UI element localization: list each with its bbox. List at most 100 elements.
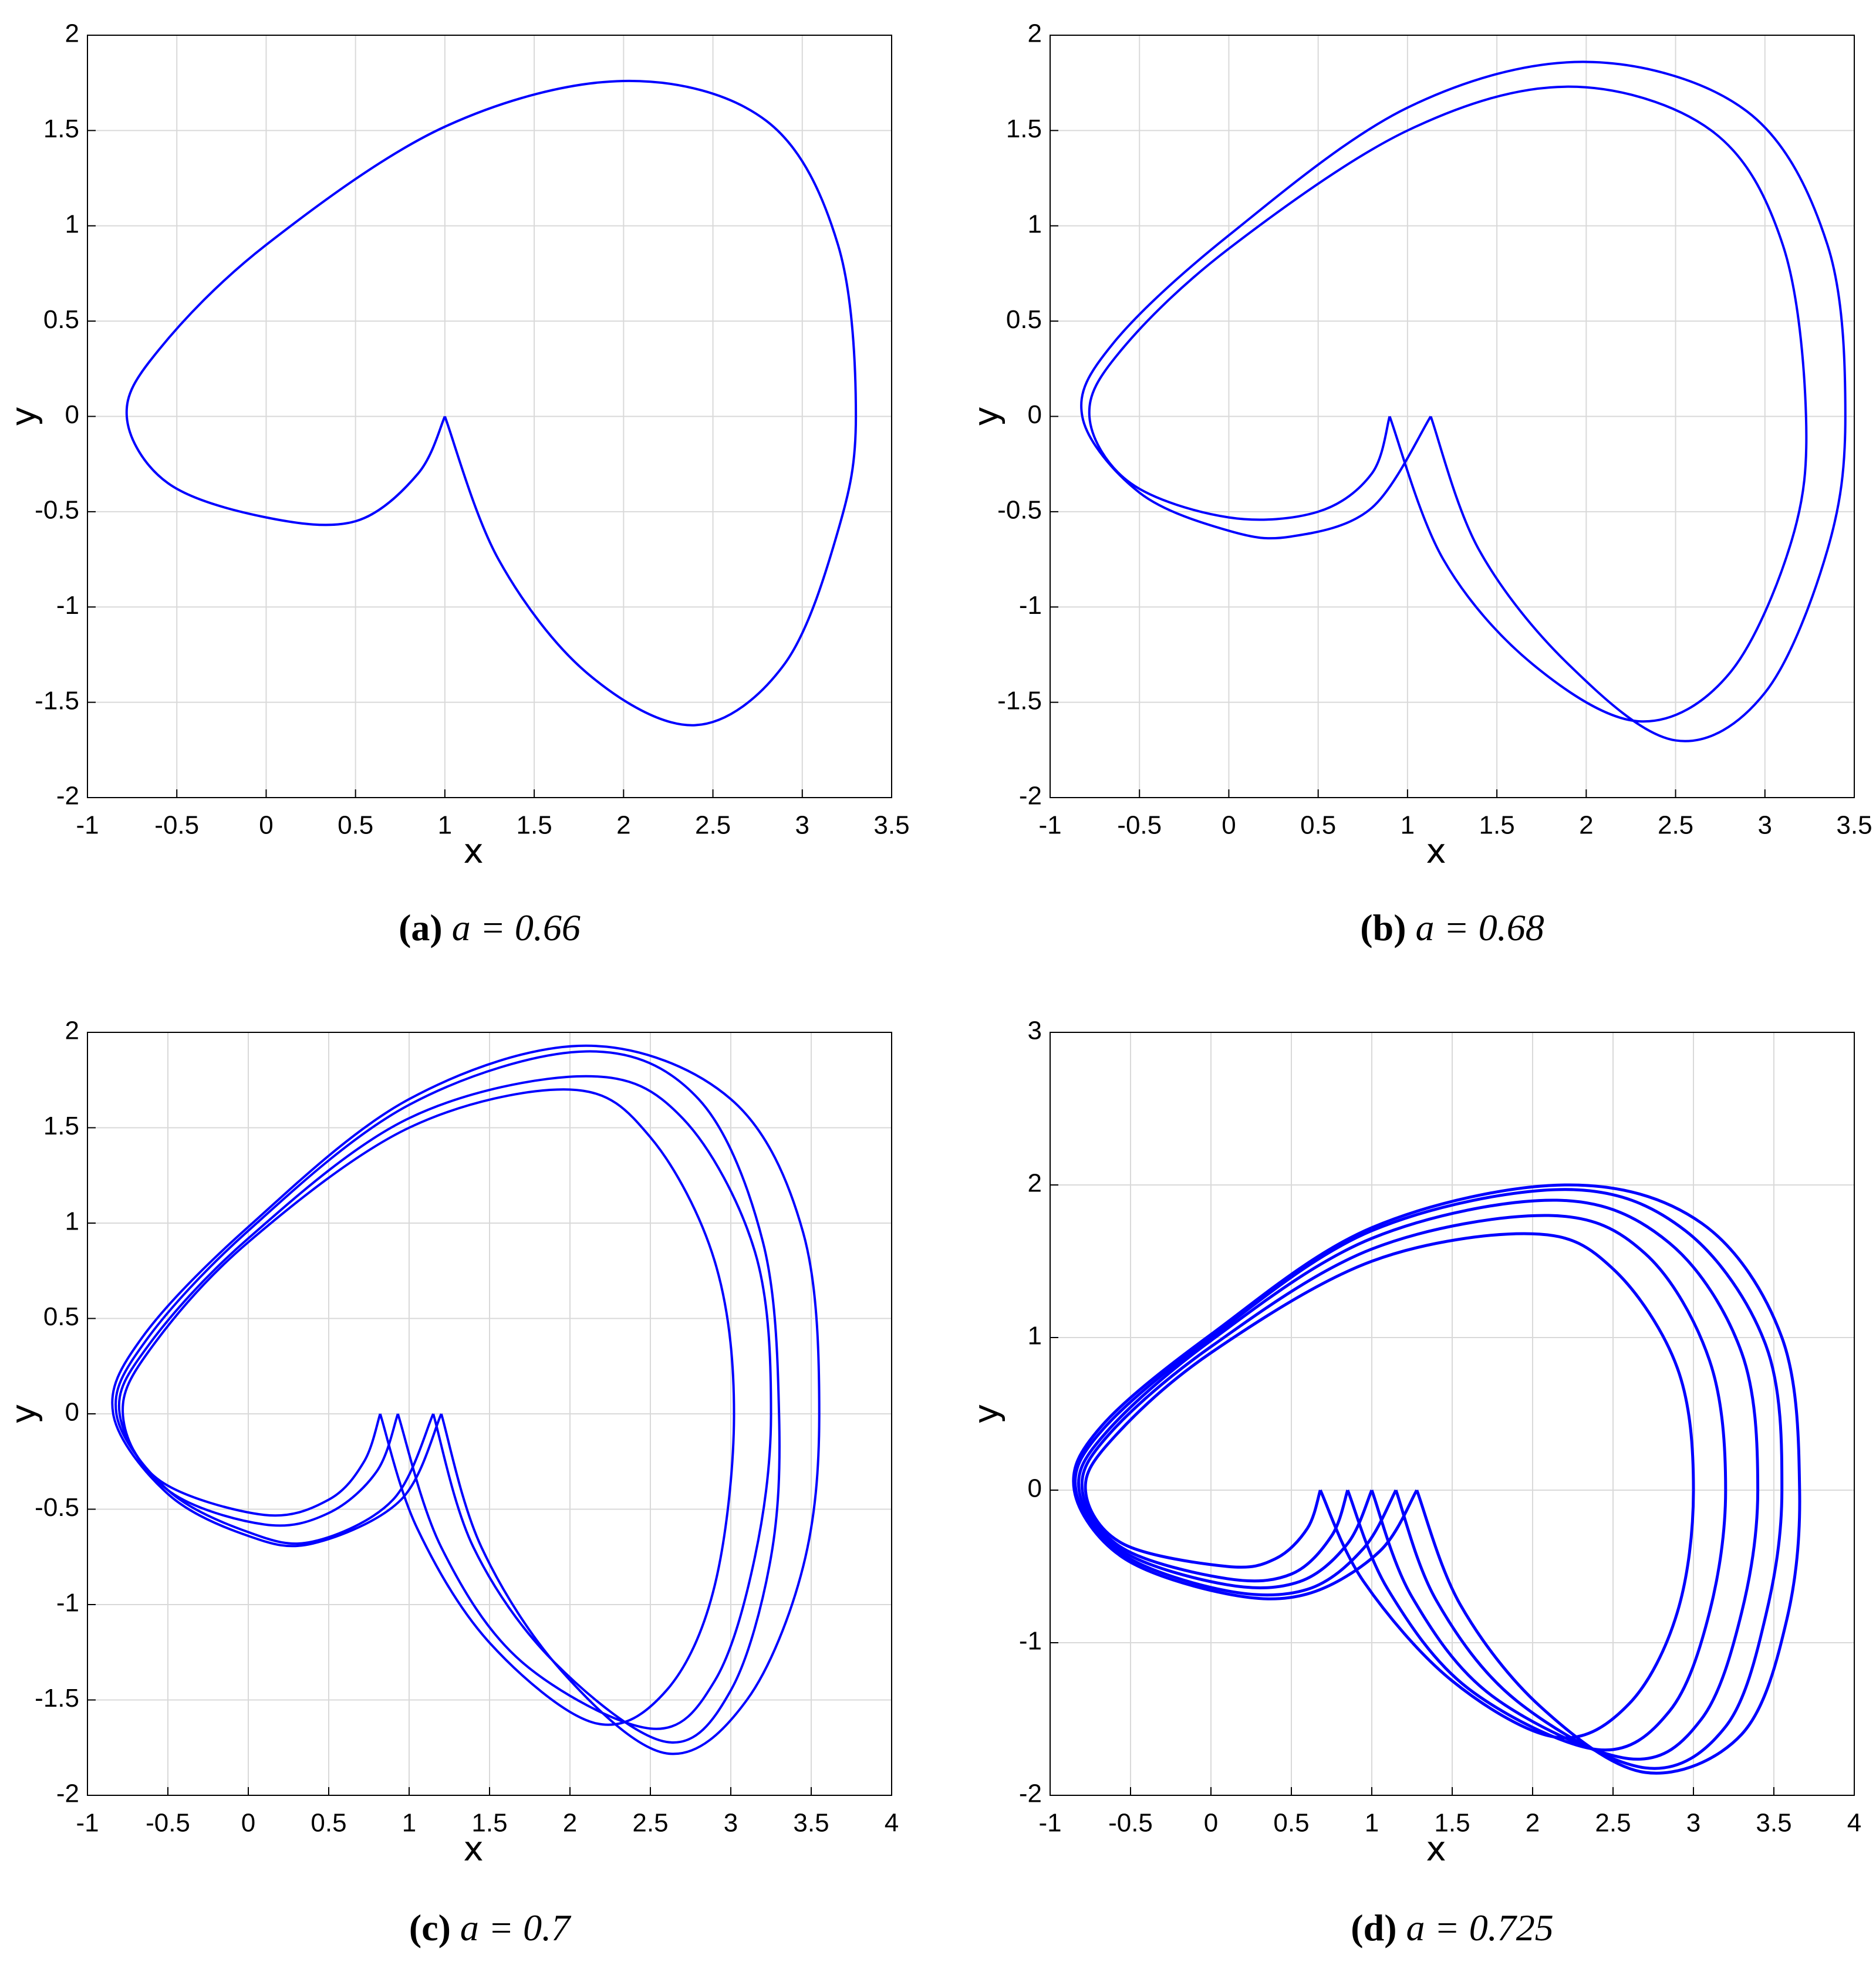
y-tick-label: -2 [1019,1779,1042,1808]
x-tick-label: 0.5 [1273,1809,1309,1838]
x-tick-label: 1 [1401,811,1415,840]
trajectory [1072,1183,1801,1775]
x-tick-label: 2.5 [695,811,731,840]
plot-frame [87,35,892,798]
y-tick-label: 3 [1028,1017,1042,1045]
x-tick-label: 2.5 [632,1809,668,1838]
x-tick-label: -1 [1038,811,1061,840]
y-tick-label: 1 [65,210,79,238]
y-axis-label: y [4,1404,43,1424]
y-tick-label: 0.5 [1006,305,1042,334]
x-tick-label: -0.5 [146,1809,190,1838]
y-axis-label: y [966,1404,1006,1424]
x-tick-label: 1 [402,1809,416,1838]
x-tick-label: -0.5 [1117,811,1162,840]
x-axis-label: x [1426,1829,1446,1869]
plot-frame [87,1032,892,1796]
x-tick-label: 3 [724,1809,738,1838]
y-tick-label: 1.5 [43,114,79,143]
x-tick-label: 1 [1365,1809,1379,1838]
y-tick-label: -2 [1019,782,1042,811]
x-tick-label: -0.5 [154,811,199,840]
trajectory [1077,1198,1760,1761]
y-tick-label: -0.5 [35,1493,79,1522]
trajectory [1080,60,1847,742]
x-tick-label: 2 [1579,811,1593,840]
x-tick-label: 3.5 [793,1809,829,1838]
x-tick-label: 0 [1204,1809,1218,1838]
y-tick-label: 1.5 [1006,114,1042,143]
x-axis-label: x [1426,831,1446,871]
trajectory [117,1075,772,1730]
plot-frame [1050,35,1855,798]
y-tick-label: 0 [65,1398,79,1427]
x-tick-label: 3.5 [873,811,909,840]
x-tick-label: 0 [259,811,273,840]
caption: (c) a = 0.7 [409,1907,572,1949]
x-tick-label: 2.5 [1595,1809,1631,1838]
x-tick-label: -1 [1038,1809,1061,1838]
y-tick-label: 0 [65,400,79,429]
trajectory [111,1044,821,1755]
y-tick-label: -1.5 [35,686,79,715]
x-tick-label: 0.5 [338,811,373,840]
caption: (b) a = 0.68 [1360,907,1544,948]
x-tick-label: 3.5 [1756,1809,1791,1838]
y-tick-label: -1 [1019,591,1042,620]
x-tick-label: 0.5 [311,1809,346,1838]
x-tick-label: 1.5 [517,811,552,840]
x-axis-label: x [463,831,483,871]
y-tick-label: 0 [1028,400,1042,429]
x-tick-label: 0 [1222,811,1236,840]
y-tick-label: 2 [65,1017,79,1045]
y-tick-label: -0.5 [997,496,1042,525]
y-tick-label: 1.5 [43,1112,79,1140]
x-tick-label: 3 [1686,1809,1700,1838]
y-tick-label: -1.5 [997,686,1042,715]
caption-text: a = 0.66 [452,907,581,948]
y-tick-label: 0.5 [43,305,79,334]
x-tick-label: 3 [795,811,809,840]
y-tick-label: -2 [56,1779,79,1808]
y-tick-label: 2 [65,19,79,48]
trajectory [1088,85,1808,723]
caption-panel: (d) [1351,1907,1396,1949]
caption-panel: (c) [409,1907,451,1949]
panel: -1 -0.5 0 0.5 1 1.5 2 2.5 3 3.5 -2 -1.5 -1 -0.5 0 0.5 1 1… [966,19,1872,948]
y-axis-label: y [966,406,1006,426]
plot-frame [1050,1032,1855,1796]
y-tick-label: -1.5 [35,1684,79,1713]
x-tick-label: 1 [438,811,452,840]
x-tick-label: 1.5 [1479,811,1515,840]
y-axis-label: y [4,406,43,426]
x-axis-label: x [463,1829,483,1869]
x-tick-label: -1 [76,1809,99,1838]
y-tick-label: 2 [1028,19,1042,48]
caption-text: a = 0.725 [1406,1907,1554,1949]
trajectory [1084,1232,1695,1740]
y-tick-label: -2 [56,782,79,811]
trajectory [1074,1188,1784,1770]
y-tick-label: -1 [56,1589,79,1617]
x-tick-label: -1 [76,811,99,840]
x-tick-label: 4 [885,1809,899,1838]
y-tick-label: 2 [1028,1169,1042,1198]
x-tick-label: -0.5 [1108,1809,1153,1838]
y-tick-label: 0.5 [43,1302,79,1331]
x-tick-label: 4 [1847,1809,1861,1838]
x-tick-label: 0.5 [1300,811,1336,840]
trajectory [125,79,858,727]
y-tick-label: 1 [65,1207,79,1236]
panel: -1 -0.5 0 0.5 1 1.5 2 2.5 3 3.5 -2 -1.5 -1 -0.5 0 0.5 1 1… [4,19,909,948]
caption-text: a = 0.68 [1416,907,1544,948]
x-tick-label: 3 [1758,811,1772,840]
trajectory [114,1050,781,1744]
y-tick-label: 0 [1028,1474,1042,1503]
x-tick-label: 1.5 [1434,1809,1470,1838]
caption-text: a = 0.7 [460,1907,572,1949]
y-tick-label: -1 [1019,1627,1042,1656]
panel: -1 -0.5 0 0.5 1 1.5 2 2.5 3 3.5 4 -2 -1.5 -1 -0.5 0 0.5 1… [4,1017,899,1949]
x-tick-label: 2.5 [1658,811,1693,840]
